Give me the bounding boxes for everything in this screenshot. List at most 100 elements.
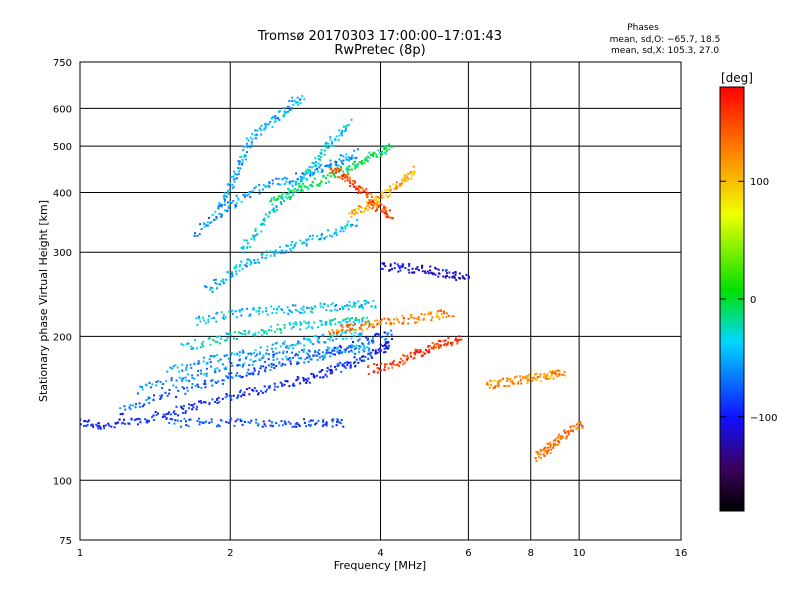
data-point: [380, 196, 383, 199]
data-point: [318, 349, 321, 352]
data-point: [244, 333, 247, 336]
data-point: [217, 423, 220, 426]
data-point: [337, 349, 340, 352]
data-point: [344, 367, 347, 369]
data-point: [324, 182, 327, 184]
data-point: [274, 330, 277, 333]
data-point: [223, 199, 226, 202]
data-point: [357, 185, 360, 188]
data-point: [263, 385, 266, 388]
data-point: [227, 192, 230, 195]
data-point: [264, 390, 267, 393]
data-point: [403, 174, 406, 177]
data-point: [422, 351, 425, 354]
data-point: [272, 356, 275, 359]
data-point: [323, 145, 326, 148]
data-point: [357, 300, 360, 303]
data-point: [424, 352, 426, 355]
data-point: [351, 305, 354, 308]
data-point: [322, 375, 325, 378]
data-point: [263, 128, 266, 131]
data-point: [237, 364, 239, 366]
data-point: [387, 367, 390, 370]
data-point: [280, 249, 283, 252]
data-point: [245, 356, 248, 358]
y-tick-label: 300: [53, 248, 72, 259]
data-point: [293, 384, 296, 387]
data-point: [240, 395, 243, 398]
data-point: [327, 229, 330, 232]
data-point: [249, 191, 251, 193]
data-point: [573, 425, 576, 428]
data-point: [358, 345, 361, 348]
data-point: [238, 310, 241, 313]
data-point: [319, 305, 322, 308]
data-point: [248, 393, 251, 396]
data-point: [374, 203, 377, 206]
data-point: [546, 374, 549, 377]
data-point: [217, 205, 220, 208]
data-point: [165, 417, 168, 420]
data-point: [247, 352, 250, 355]
data-point: [335, 337, 338, 340]
data-point: [271, 179, 274, 182]
data-point: [353, 149, 356, 152]
data-point: [404, 267, 407, 270]
data-point: [364, 157, 367, 160]
data-point: [352, 341, 354, 343]
data-point: [305, 321, 308, 324]
data-point: [260, 230, 263, 233]
data-point: [260, 390, 263, 393]
data-point: [200, 342, 203, 345]
data-point: [309, 339, 312, 342]
data-point: [273, 388, 276, 391]
data-point: [349, 366, 352, 369]
data-point: [218, 201, 221, 204]
data-point: [344, 129, 347, 132]
data-point: [355, 317, 357, 320]
data-point: [322, 418, 325, 421]
data-point: [215, 320, 218, 323]
data-point: [165, 380, 168, 383]
data-point: [349, 327, 352, 330]
data-point: [580, 424, 583, 426]
data-point: [257, 373, 260, 376]
data-point: [242, 363, 245, 366]
data-point: [196, 383, 199, 386]
data-point: [339, 349, 342, 352]
data-point: [189, 363, 192, 366]
data-point: [262, 184, 265, 186]
data-point: [191, 374, 194, 377]
data-point: [224, 339, 227, 342]
data-point: [435, 313, 438, 316]
data-point: [410, 174, 413, 177]
data-point: [243, 394, 246, 397]
data-point: [227, 332, 230, 335]
data-point: [357, 333, 360, 336]
data-point: [556, 375, 559, 378]
data-point: [377, 205, 380, 208]
data-point: [231, 184, 234, 186]
data-point: [297, 362, 300, 364]
data-point: [331, 353, 334, 356]
data-point: [127, 422, 130, 425]
data-point: [267, 215, 270, 218]
data-point: [284, 421, 287, 424]
data-point: [327, 146, 330, 149]
data-point: [234, 206, 237, 209]
x-axis-label: Frequency [MHz]: [334, 559, 426, 572]
data-point: [343, 318, 345, 321]
data-point: [299, 311, 302, 314]
data-point: [453, 276, 456, 279]
data-point: [168, 411, 171, 414]
data-point: [281, 383, 283, 385]
data-point: [191, 348, 194, 351]
data-point: [307, 322, 310, 325]
data-point: [180, 407, 183, 409]
data-point: [349, 181, 351, 184]
data-point: [436, 315, 439, 318]
data-point: [357, 205, 360, 207]
data-point: [358, 161, 361, 164]
data-point: [165, 413, 168, 416]
